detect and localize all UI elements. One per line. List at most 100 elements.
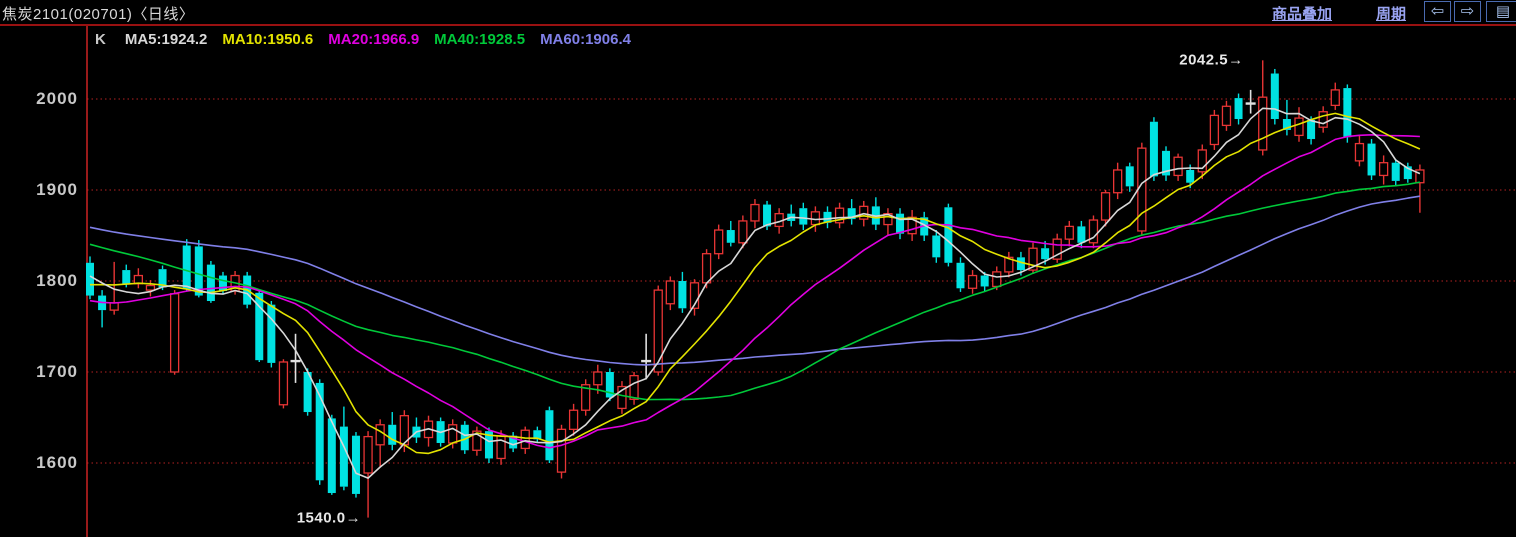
up-candle-body: [967, 274, 978, 289]
up-candle-body: [1318, 111, 1328, 128]
legend-ma20: MA20:1966.9: [328, 31, 420, 48]
legend-ma10: MA10:1950.6: [222, 31, 314, 48]
ma5-line: [89, 107, 1421, 479]
ma60-line: [89, 195, 1421, 366]
up-candle-body: [810, 211, 821, 226]
down-candle-body: [1234, 98, 1243, 120]
up-candle-body: [1378, 162, 1389, 177]
down-candle-body: [122, 270, 131, 284]
y-axis-label: 2000: [36, 89, 78, 108]
down-candle-body: [388, 424, 397, 445]
up-candle-body: [593, 371, 603, 386]
down-candle-body: [823, 211, 832, 223]
up-candle-body: [472, 430, 482, 451]
legend-ma5: MA5:1924.2: [124, 31, 208, 48]
y-axis-label: 1600: [36, 453, 78, 472]
menu-commodity-overlay[interactable]: 商品叠加: [1272, 6, 1333, 23]
up-candle-body: [907, 216, 917, 235]
up-candle-body: [750, 203, 760, 222]
down-candle-body: [509, 435, 518, 449]
up-candle-body: [375, 424, 385, 446]
down-candle-body: [896, 213, 905, 234]
legend-k-label: K: [95, 31, 106, 48]
legend-ma60: MA60:1906.4: [540, 31, 631, 48]
down-candle-body: [339, 426, 348, 487]
down-candle-body: [726, 230, 735, 243]
down-candle-body: [158, 269, 167, 288]
down-candle-body: [327, 418, 336, 494]
instrument-title: 焦炭2101(020701)〈日线〉: [2, 6, 195, 23]
down-candle-body: [315, 382, 324, 481]
down-candle-body: [484, 431, 493, 459]
down-candle-body: [267, 304, 276, 363]
up-candle-body: [1113, 169, 1123, 194]
up-candle-body: [1197, 149, 1207, 173]
down-candle-body: [351, 435, 360, 494]
up-candle-body: [496, 435, 506, 460]
next-arrow-button[interactable]: ⇨: [1454, 1, 1481, 22]
down-candle-body: [1125, 166, 1134, 187]
down-candle-body: [1367, 143, 1376, 176]
down-candle-body: [206, 264, 215, 302]
y-axis-label: 1900: [36, 180, 78, 199]
low-price-annotation: 1540.0→: [296, 509, 362, 527]
up-candle-body: [859, 205, 869, 220]
up-candle-body: [1294, 117, 1304, 137]
down-candle-body: [1077, 226, 1086, 243]
down-candle-body: [1282, 119, 1291, 130]
down-candle-body: [1270, 73, 1279, 120]
up-candle-body: [109, 302, 119, 311]
down-candle-body: [799, 208, 808, 225]
legend-ma40: MA40:1928.5: [434, 31, 526, 48]
up-candle-body: [1100, 192, 1111, 221]
down-candle-body: [678, 281, 687, 309]
doji-candle-bar: [290, 359, 301, 363]
up-candle-body: [1354, 142, 1365, 162]
up-candle-body: [738, 220, 748, 244]
up-candle-body: [629, 374, 639, 400]
down-candle-body: [545, 410, 554, 461]
up-candle-body: [653, 289, 663, 373]
ma10-line: [90, 112, 1421, 455]
menu-period[interactable]: 周期: [1376, 6, 1407, 23]
up-candle-body: [1137, 147, 1147, 232]
down-candle-body: [1162, 150, 1171, 176]
down-candle-body: [533, 430, 542, 440]
up-candle-body: [1173, 156, 1183, 177]
down-candle-body: [460, 424, 469, 451]
down-candle-body: [194, 246, 203, 296]
up-candle-body: [145, 284, 156, 291]
title-divider: [0, 24, 1516, 26]
up-candle-body: [617, 385, 627, 410]
title-bar: 焦炭2101(020701)〈日线〉 商品叠加 周期 ⇦ ⇨ ▤: [0, 0, 1516, 24]
down-candle-body: [605, 372, 614, 398]
y-axis-label: 1700: [36, 362, 78, 381]
up-candle-body: [568, 409, 579, 430]
up-candle-body: [448, 424, 458, 444]
up-candle-body: [1209, 114, 1220, 146]
window-split-button[interactable]: ▤: [1486, 1, 1516, 22]
down-candle-body: [86, 262, 94, 296]
up-candle-body: [714, 229, 724, 255]
down-candle-body: [956, 262, 965, 289]
up-candle-body: [665, 280, 675, 305]
high-price-annotation: 2042.5→: [1179, 51, 1244, 69]
up-candle-body: [581, 384, 591, 411]
up-candle-body: [1330, 89, 1340, 107]
up-candle-body: [1028, 247, 1038, 271]
down-candle-body: [763, 204, 772, 227]
down-candle-body: [1041, 248, 1050, 260]
up-candle-body: [520, 429, 530, 450]
ma40-line: [89, 181, 1421, 401]
down-candle-body: [1016, 257, 1025, 271]
up-candle-body: [1258, 96, 1268, 151]
down-candle-body: [1307, 119, 1316, 140]
doji-candle-bar: [641, 359, 652, 363]
prev-arrow-button[interactable]: ⇦: [1424, 1, 1451, 22]
up-candle-body: [278, 361, 289, 406]
up-candle-body: [701, 253, 712, 284]
up-candle-body: [992, 271, 1002, 288]
down-candle-body: [1149, 121, 1158, 177]
down-candle-body: [1186, 169, 1195, 183]
